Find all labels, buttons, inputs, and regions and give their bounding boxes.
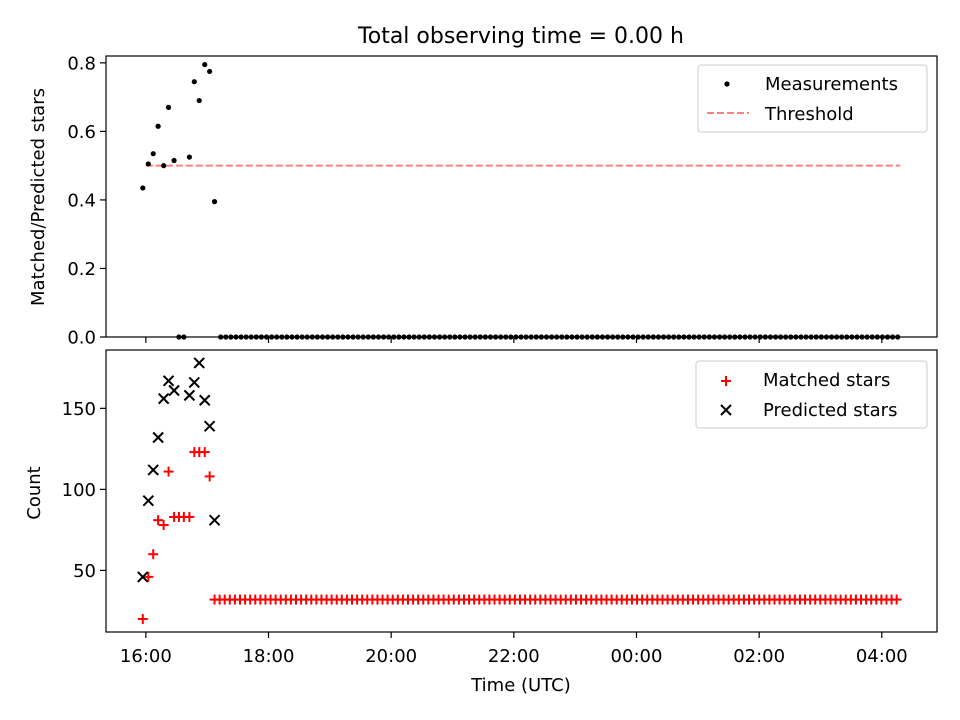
predicted-stars-point xyxy=(147,464,159,476)
bottom-y-tick-label: 50 xyxy=(73,561,96,582)
measurement-point xyxy=(161,163,167,169)
bottom-legend: Matched stars Predicted stars xyxy=(695,360,928,429)
matched-stars-point xyxy=(153,515,164,526)
predicted-stars-point xyxy=(208,514,221,526)
predicted-stars-point xyxy=(162,375,175,387)
legend-threshold-label: Threshold xyxy=(764,104,854,125)
predicted-stars-point xyxy=(193,357,205,369)
matched-stars-point xyxy=(143,571,154,582)
measurement-point xyxy=(202,61,208,68)
top-y-tick-label: 0.4 xyxy=(67,190,96,211)
predicted-stars-point xyxy=(199,394,211,406)
x-tick-label: 04:00 xyxy=(856,646,908,667)
matched-stars-point xyxy=(148,549,159,560)
chart-title: Total observing time = 0.00 h xyxy=(357,24,684,49)
bottom-axes-frame xyxy=(105,349,938,633)
matched-stars-point xyxy=(158,520,169,531)
top-axes-frame xyxy=(105,55,938,338)
x-tick-label: 18:00 xyxy=(243,646,295,667)
legend-predicted-marker xyxy=(720,404,732,416)
measurement-point xyxy=(207,68,213,75)
predicted-stars-point xyxy=(137,571,149,583)
measurement-point xyxy=(186,154,193,160)
predicted-stars-point xyxy=(188,376,201,389)
x-tick-label: 22:00 xyxy=(488,646,540,667)
measurement-point xyxy=(140,185,146,191)
measurement-point xyxy=(165,104,172,111)
legend-matched-label: Matched stars xyxy=(763,370,890,391)
top-panel: 0.00.20.40.60.8 Matched/Predicted stars … xyxy=(28,53,938,349)
bottom-y-ticks: 50 100 150 xyxy=(62,399,106,582)
matched-stars-point xyxy=(184,511,195,522)
x-tick-label: 00:00 xyxy=(611,646,663,667)
measurement-point xyxy=(196,97,202,104)
measurement-point xyxy=(150,151,156,157)
matched-stars-point xyxy=(163,466,174,477)
top-y-tick-label: 0.8 xyxy=(67,53,96,74)
top-y-axis-label: Matched/Predicted stars xyxy=(28,88,49,306)
bottom-y-tick-label: 150 xyxy=(62,399,96,420)
top-legend-box xyxy=(697,64,928,133)
legend-predicted-label: Predicted stars xyxy=(763,400,897,421)
x-tick-label: 16:00 xyxy=(120,646,172,667)
measurement-point xyxy=(171,157,177,164)
predicted-stars-point xyxy=(142,495,155,507)
top-legend: Measurements Threshold xyxy=(697,64,928,133)
top-y-tick-label: 0.0 xyxy=(67,328,96,349)
matched-stars-point xyxy=(199,447,210,458)
legend-measurements-label: Measurements xyxy=(765,74,898,95)
bottom-marks xyxy=(137,357,902,625)
measurement-point xyxy=(191,79,197,85)
matched-stars-point xyxy=(891,594,902,605)
legend-measurements-marker xyxy=(724,81,730,87)
bottom-y-tick-label: 100 xyxy=(62,480,96,501)
x-tick-label: 20:00 xyxy=(365,646,417,667)
top-y-tick-label: 0.6 xyxy=(67,122,96,143)
predicted-stars-point xyxy=(157,392,170,405)
predicted-stars-point xyxy=(203,420,216,432)
matched-stars-point xyxy=(137,614,148,625)
measurement-point xyxy=(155,123,161,129)
matched-stars-point xyxy=(204,471,215,482)
bottom-x-ticks: 16:00 18:00 20:00 22:00 00:00 02:00 04:00 xyxy=(120,632,908,667)
top-y-ticks: 0.0 0.2 0.4 0.6 0.8 xyxy=(67,53,106,349)
bottom-y-axis-label: Count xyxy=(24,466,45,519)
predicted-stars-point xyxy=(152,431,164,444)
legend-matched-marker xyxy=(721,376,731,386)
top-y-tick-label: 0.2 xyxy=(67,259,96,280)
predicted-stars-point xyxy=(168,384,180,397)
measurement-point xyxy=(145,161,151,167)
x-axis-label: Time (UTC) xyxy=(470,675,571,696)
predicted-stars-point xyxy=(183,389,196,402)
x-tick-label: 02:00 xyxy=(733,646,785,667)
top-x-ticks xyxy=(145,337,883,343)
measurement-point xyxy=(211,199,218,205)
bottom-legend-box xyxy=(695,360,928,429)
bottom-panel: 50 100 150 16:00 18:00 20:00 22:00 00:00 02:00 0… xyxy=(24,349,938,696)
